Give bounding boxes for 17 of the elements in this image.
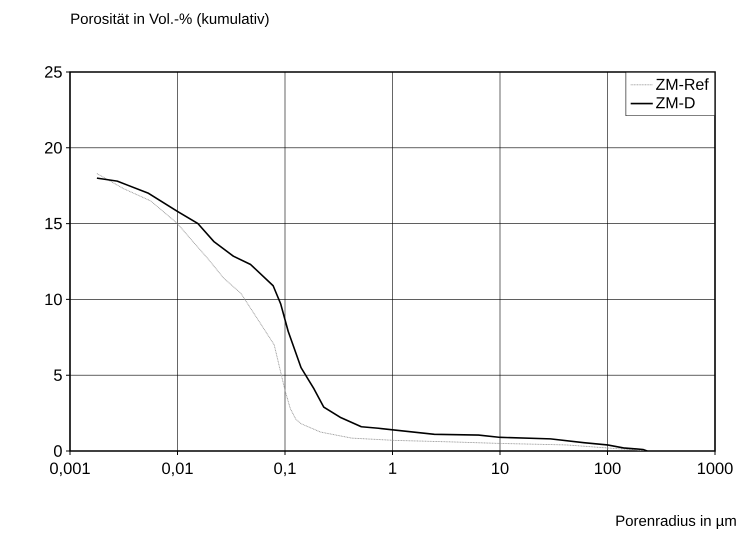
y-tick-label: 0 (54, 445, 62, 457)
x-tick-label: 0,001 (50, 462, 90, 476)
x-tick-label: 10 (492, 462, 508, 474)
y-tick-label: 15 (45, 218, 62, 230)
x-tick-label: 1 (389, 462, 396, 474)
legend-label: ZM-Ref (656, 78, 709, 90)
x-axis-title: Porenradius in µm (616, 515, 736, 529)
legend-label: ZM-D (656, 97, 695, 108)
x-tick-label: 0,01 (162, 462, 193, 476)
y-axis-title: Porosität in Vol.-% (kumulativ) (71, 13, 269, 27)
y-tick-label: 25 (45, 66, 62, 78)
y-tick-label: 10 (45, 294, 62, 306)
x-tick-label: 1000 (698, 462, 733, 474)
x-tick-label: 0,1 (274, 462, 296, 476)
x-tick-label: 100 (595, 462, 621, 474)
y-tick-label: 5 (54, 369, 62, 381)
y-tick-label: 20 (45, 142, 62, 154)
